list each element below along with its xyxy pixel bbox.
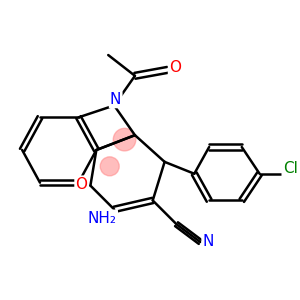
Circle shape: [100, 157, 119, 176]
Text: O: O: [76, 177, 88, 192]
Text: NH₂: NH₂: [88, 211, 117, 226]
Circle shape: [113, 128, 136, 151]
Text: N: N: [110, 92, 121, 107]
Text: N: N: [202, 235, 214, 250]
Text: Cl: Cl: [283, 161, 298, 176]
Text: O: O: [169, 60, 181, 75]
